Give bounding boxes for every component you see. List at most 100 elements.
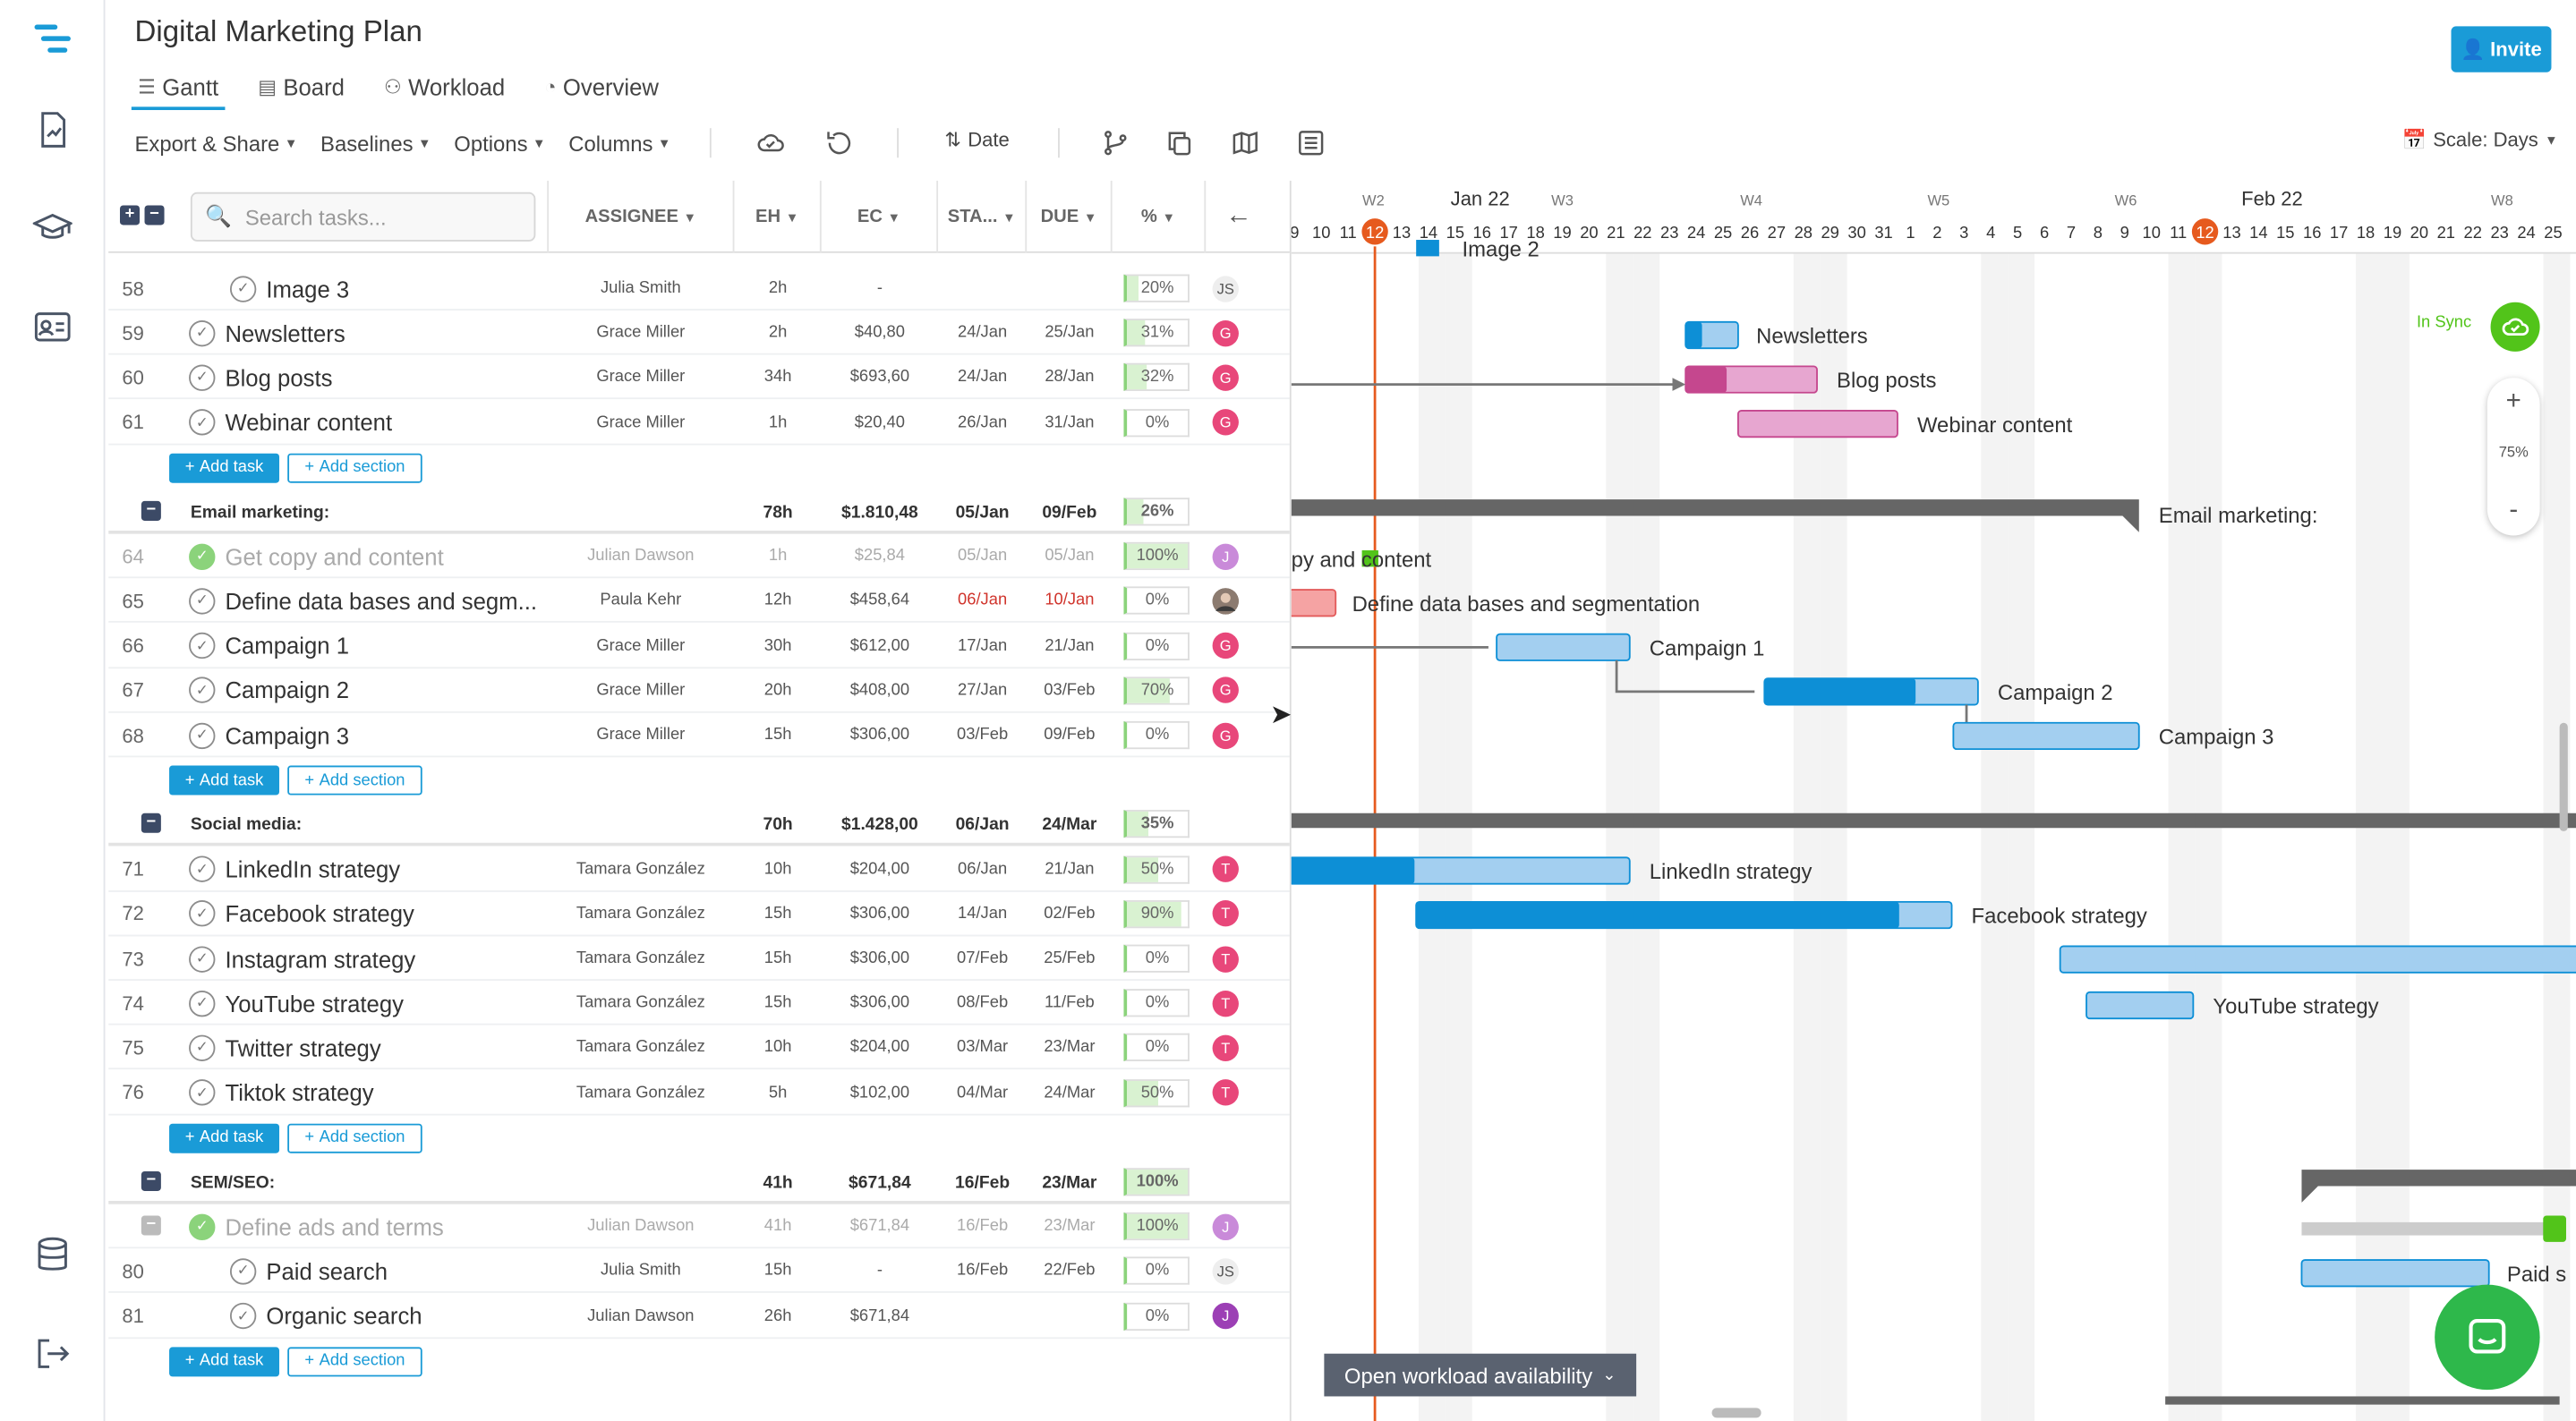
avatar[interactable]: J — [1212, 543, 1239, 570]
app-logo-icon[interactable] — [33, 20, 73, 59]
avatar[interactable]: G — [1212, 409, 1239, 436]
task-name[interactable]: Define ads and terms — [225, 1213, 444, 1240]
zoom-out-button[interactable]: - — [2509, 496, 2519, 524]
status-checkbox[interactable]: ✓ — [189, 936, 216, 981]
avatar[interactable]: JS — [1212, 275, 1239, 302]
add-task-button[interactable]: + Add task — [169, 453, 280, 483]
assignee-cell[interactable]: Paula Kehr — [600, 591, 682, 610]
status-checkbox[interactable]: ✓ — [229, 1294, 257, 1339]
reports-icon[interactable] — [33, 110, 73, 149]
status-checkbox[interactable]: ✓ — [189, 1025, 216, 1070]
scale-menu[interactable]: 📅 Scale: Days ▼ — [2401, 128, 2558, 151]
status-checkbox[interactable]: ✓ — [189, 668, 216, 713]
database-icon[interactable] — [33, 1236, 73, 1275]
sort-date-button[interactable]: ⇅ Date — [944, 128, 1010, 151]
task-name[interactable]: Webinar content — [225, 409, 393, 436]
add-section-button[interactable]: + Add section — [287, 765, 422, 796]
assignee-cell[interactable]: Tamara González — [576, 905, 705, 923]
list-view-icon[interactable] — [1296, 128, 1326, 157]
section-name[interactable]: Social media: — [190, 814, 303, 835]
export-share-menu[interactable]: Export & Share ▼ — [134, 130, 298, 156]
collapse-section-icon[interactable]: − — [141, 1170, 161, 1191]
task-name[interactable]: Campaign 1 — [225, 632, 350, 659]
avatar[interactable]: T — [1212, 1079, 1239, 1106]
academy-icon[interactable] — [30, 208, 74, 248]
task-name[interactable]: Twitter strategy — [225, 1034, 381, 1061]
task-name[interactable]: Campaign 2 — [225, 676, 350, 704]
status-checkbox[interactable]: ✓ — [189, 713, 216, 758]
assignee-cell[interactable]: Tamara González — [576, 860, 705, 879]
status-checkbox[interactable]: ✓ — [229, 266, 257, 311]
task-name[interactable]: Image 3 — [266, 275, 350, 302]
task-name[interactable]: Campaign 3 — [225, 721, 350, 749]
task-name[interactable]: Tiktok strategy — [225, 1079, 374, 1106]
avatar[interactable]: G — [1212, 319, 1239, 346]
status-checkbox[interactable]: ✓ — [189, 981, 216, 1025]
task-name[interactable]: Organic search — [266, 1302, 422, 1330]
add-section-button[interactable]: + Add section — [287, 453, 422, 483]
collapse-section-icon[interactable]: − — [141, 813, 161, 834]
avatar[interactable]: J — [1212, 1213, 1239, 1240]
avatar[interactable] — [1212, 588, 1239, 615]
options-menu[interactable]: Options ▼ — [454, 130, 546, 156]
add-section-button[interactable]: + Add section — [287, 1347, 422, 1377]
status-checkbox[interactable]: ✓ — [189, 355, 216, 400]
cloud-save-icon[interactable] — [755, 128, 785, 157]
tab-board[interactable]: ▤ Board — [258, 73, 345, 100]
avatar[interactable]: T — [1212, 855, 1239, 883]
section-name[interactable]: SEM/SEO: — [190, 1171, 276, 1192]
section-name[interactable]: Email marketing: — [190, 501, 330, 522]
task-name[interactable]: Newsletters — [225, 319, 345, 346]
collapse-icon[interactable]: − — [141, 1215, 161, 1236]
status-checkbox[interactable]: ✓ — [189, 624, 216, 668]
invite-button[interactable]: 👤 Invite — [2451, 26, 2552, 72]
chat-button[interactable] — [2435, 1284, 2540, 1391]
search-input[interactable]: 🔍 Search tasks... — [190, 191, 536, 242]
copy-icon[interactable] — [1164, 128, 1194, 157]
status-checkbox[interactable]: ✓ — [189, 1204, 216, 1249]
task-name[interactable]: Instagram strategy — [225, 945, 416, 972]
column-due[interactable]: DUE ▼ — [1027, 180, 1113, 253]
status-checkbox[interactable]: ✓ — [229, 1249, 257, 1294]
assignee-cell[interactable]: Tamara González — [576, 994, 705, 1013]
assignee-cell[interactable]: Tamara González — [576, 1083, 705, 1102]
avatar[interactable]: G — [1212, 676, 1239, 704]
assignee-cell[interactable]: Julian Dawson — [587, 547, 695, 566]
avatar[interactable]: G — [1212, 721, 1239, 749]
contacts-icon[interactable] — [33, 307, 73, 346]
task-name[interactable]: Paid search — [266, 1258, 388, 1285]
status-checkbox[interactable]: ✓ — [189, 891, 216, 936]
sync-cloud-icon[interactable] — [2490, 302, 2540, 352]
add-task-button[interactable]: + Add task — [169, 1123, 280, 1153]
add-task-button[interactable]: + Add task — [169, 765, 280, 796]
assignee-cell[interactable]: Tamara González — [576, 1038, 705, 1058]
logout-icon[interactable] — [33, 1334, 73, 1374]
columns-menu[interactable]: Columns ▼ — [568, 130, 671, 156]
avatar[interactable]: J — [1212, 1302, 1239, 1330]
undo-icon[interactable] — [824, 128, 854, 157]
tab-overview[interactable]: ◔ Overview — [544, 73, 659, 100]
expand-all-icon[interactable]: + — [119, 205, 141, 225]
column-ec[interactable]: EC ▼ — [822, 180, 939, 253]
collapse-section-icon[interactable]: − — [141, 500, 161, 521]
assignee-cell[interactable]: Grace Miller — [596, 368, 686, 387]
collapse-grid-arrow-icon[interactable]: ← — [1225, 201, 1252, 231]
avatar[interactable]: G — [1212, 632, 1239, 659]
column-assignee[interactable]: ASSIGNEE ▼ — [547, 180, 735, 253]
assignee-cell[interactable]: Grace Miller — [596, 413, 686, 432]
assignee-cell[interactable]: Grace Miller — [596, 636, 686, 655]
add-section-button[interactable]: + Add section — [287, 1123, 422, 1153]
status-checkbox[interactable]: ✓ — [189, 579, 216, 624]
status-checkbox[interactable]: ✓ — [189, 847, 216, 892]
column-start[interactable]: STA... ▼ — [938, 180, 1028, 253]
task-name[interactable]: Get copy and content — [225, 543, 444, 570]
horizontal-scrollbar[interactable] — [1711, 1408, 1761, 1418]
map-icon[interactable] — [1231, 128, 1260, 157]
avatar[interactable]: T — [1212, 990, 1239, 1017]
task-name[interactable]: Facebook strategy — [225, 900, 414, 927]
tab-gantt[interactable]: ☰ Gantt — [131, 69, 226, 111]
vertical-scrollbar[interactable] — [2559, 722, 2568, 831]
avatar[interactable]: T — [1212, 900, 1239, 927]
column-percent[interactable]: % ▼ — [1113, 180, 1207, 253]
assignee-cell[interactable]: Grace Miller — [596, 726, 686, 745]
